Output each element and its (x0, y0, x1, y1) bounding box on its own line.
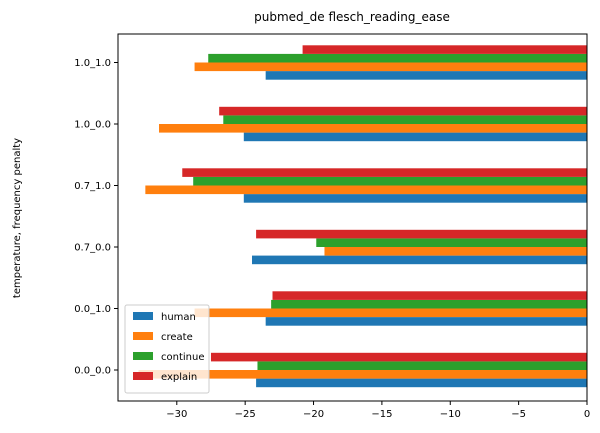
bar-create-0.0_0.0 (138, 370, 587, 379)
legend-swatch-explain (133, 372, 153, 380)
legend-label-explain: explain (161, 372, 197, 383)
bar-human-0.7_1.0 (243, 194, 588, 203)
bar-continue-1.0_1.0 (208, 53, 588, 63)
x-tick-label: 0 (584, 409, 590, 420)
bars-layer (138, 45, 588, 388)
bar-explain-0.0_0.0 (210, 352, 588, 362)
bar-continue-0.7_1.0 (193, 176, 587, 186)
plot-frame (117, 33, 588, 402)
x-tick-label: −25 (235, 409, 256, 420)
legend-swatch-continue (133, 352, 153, 360)
legend-label-human: human (161, 312, 196, 323)
bar-human-0.7_0.0 (252, 255, 587, 265)
x-axis: −30 −25 −20 −15 −10 −5 0 (166, 401, 590, 420)
bar-human-0.0_0.0 (256, 378, 587, 388)
y-tick-label: 1.0_1.0 (74, 58, 111, 69)
bar-explain-0.7_0.0 (256, 229, 587, 239)
bar-create-1.0_1.0 (194, 62, 587, 72)
bar-human-1.0_0.0 (243, 132, 588, 142)
x-tick-label: −20 (303, 409, 324, 420)
bar-create-1.0_0.0 (159, 124, 587, 133)
bar-explain-0.0_1.0 (272, 291, 587, 300)
x-tick-label: −5 (511, 409, 526, 420)
chart-title: pubmed_de flesch_reading_ease (254, 10, 450, 24)
legend-box (124, 304, 210, 394)
legend-label-create: create (161, 332, 193, 343)
y-axis: 0.0_0.0 0.0_1.0 0.7_0.0 0.7_1.0 1.0_0.0 1.0_1… (74, 58, 118, 377)
y-tick-label: 0.0_1.0 (74, 304, 111, 315)
bar-explain-1.0_0.0 (219, 106, 587, 116)
x-tick-label: −10 (440, 409, 461, 420)
bar-create-0.0_1.0 (194, 308, 587, 318)
y-tick-label: 0.7_1.0 (74, 181, 111, 192)
bar-create-0.7_1.0 (145, 185, 587, 195)
legend-label-continue: continue (161, 352, 204, 363)
bar-continue-0.7_0.0 (316, 238, 587, 247)
x-tick-label: −30 (166, 409, 187, 420)
x-tick-label: −15 (371, 409, 392, 420)
bar-explain-0.7_1.0 (182, 168, 587, 177)
bar-explain-1.0_1.0 (302, 45, 587, 54)
bar-continue-0.0_1.0 (271, 299, 587, 309)
y-tick-label: 0.7_0.0 (74, 243, 111, 254)
bar-human-0.0_1.0 (265, 317, 587, 326)
y-axis-label: temperature, frequency penalty (12, 138, 23, 298)
bar-continue-0.0_0.0 (257, 361, 587, 370)
y-tick-label: 0.0_0.0 (74, 366, 111, 377)
y-tick-label: 1.0_0.0 (74, 120, 111, 131)
bar-create-0.7_0.0 (324, 247, 587, 256)
bar-human-1.0_1.0 (265, 71, 587, 80)
bar-continue-1.0_0.0 (223, 115, 588, 124)
legend-swatch-create (133, 332, 153, 340)
legend: human create continue explain (124, 304, 210, 394)
legend-swatch-human (133, 312, 153, 320)
